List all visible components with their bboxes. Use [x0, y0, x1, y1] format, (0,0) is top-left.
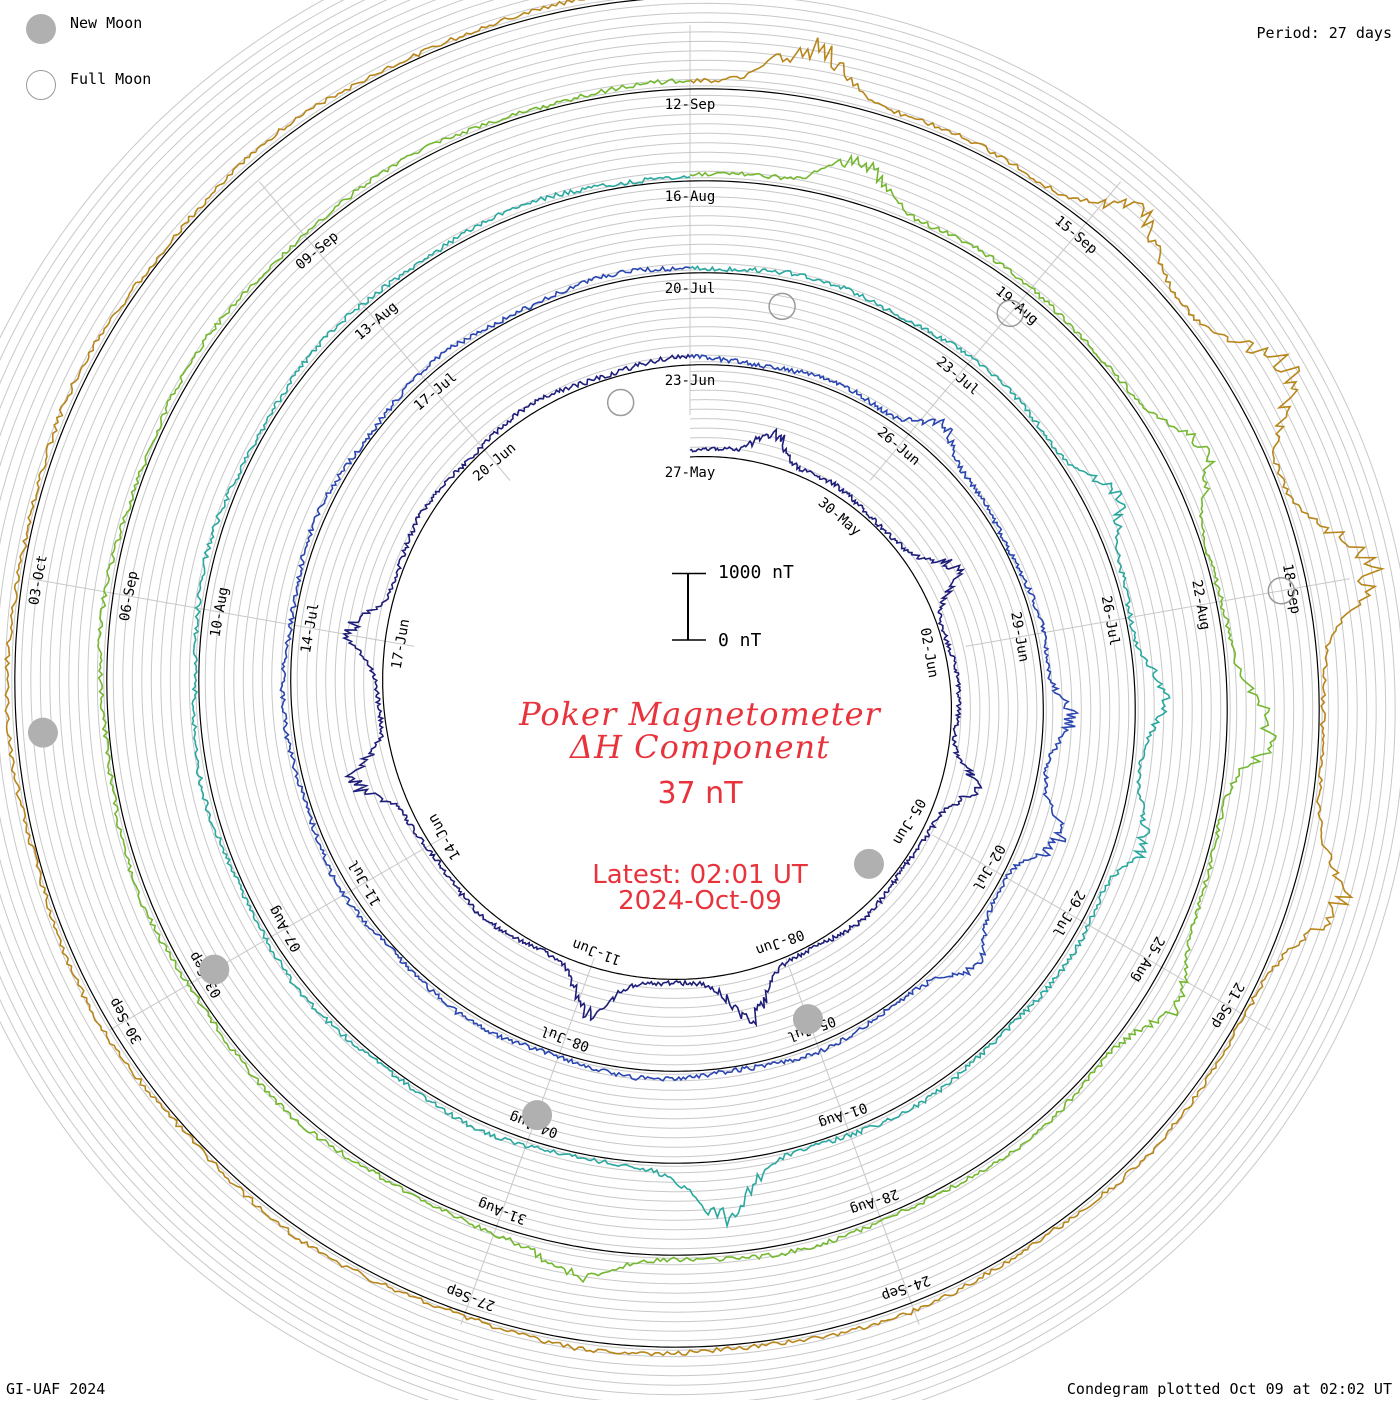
new-moon-legend-icon: [26, 14, 56, 44]
grid-ring: [0, 0, 1339, 1367]
date-label: 14-Jul: [298, 602, 323, 655]
date-label: 25-Aug: [1128, 933, 1167, 985]
latest-time: Latest: 02:01 UT: [592, 860, 808, 890]
date-label: 08-Jul: [539, 1022, 592, 1054]
grid-spoke: [869, 181, 1122, 481]
date-label: 03-Oct: [26, 554, 51, 607]
date-label: 12-Sep: [665, 97, 716, 113]
new-moon-marker: [522, 1100, 553, 1131]
latest-date: 2024-Oct-09: [618, 886, 782, 916]
date-label: 17-Jun: [389, 618, 414, 671]
date-label: 10-Aug: [207, 586, 232, 639]
grid-spoke: [965, 578, 1350, 647]
date-label: 26-Jul: [1098, 595, 1123, 648]
date-label: 29-Jun: [1007, 611, 1032, 664]
grid-ring: [0, 0, 1358, 1386]
date-label: 22-Aug: [1188, 579, 1213, 632]
plotted-label: Condegram plotted Oct 09 at 02:02 UT: [1066, 1380, 1392, 1398]
date-label: 02-Jun: [917, 627, 942, 680]
full-moon-legend-label: Full Moon: [70, 70, 152, 88]
chart-component: ΔH Component: [569, 728, 831, 766]
data-trace-rotation-5: [4, 0, 1386, 1357]
grid-spoke: [30, 578, 415, 647]
date-label: 21-Sep: [1208, 979, 1247, 1031]
scale-top-label: 1000 nT: [718, 562, 794, 583]
date-label: 23-Jul: [933, 354, 982, 399]
data-trace-rotation-2: [279, 265, 1080, 1082]
date-label: 20-Jul: [665, 281, 716, 297]
grid-spoke: [460, 957, 595, 1325]
date-label: 20-Jun: [470, 440, 519, 485]
date-label: 27-Sep: [444, 1281, 497, 1313]
current-value: 37 nT: [657, 776, 743, 811]
date-label: 31-Aug: [476, 1195, 529, 1227]
date-label: 27-May: [665, 465, 716, 481]
grid-ring: [0, 0, 1349, 1377]
grid-spoke: [258, 181, 511, 481]
full-moon-marker: [768, 292, 796, 321]
date-label: 23-Jun: [665, 373, 716, 389]
full-moon-marker: [606, 388, 635, 417]
date-label: 26-Jun: [874, 424, 923, 469]
data-trace-rotation-3: [191, 175, 1171, 1230]
date-label: 18-Sep: [1279, 563, 1304, 616]
scale-bottom-label: 0 nT: [718, 630, 762, 651]
grid-spoke: [932, 834, 1271, 1031]
new-moon-marker: [853, 848, 884, 879]
date-label: 06-Sep: [117, 570, 142, 623]
new-moon-marker: [199, 954, 230, 985]
date-label: 16-Aug: [665, 189, 716, 205]
full-moon-marker: [1267, 576, 1296, 605]
date-label: 30-May: [815, 495, 864, 540]
new-moon-marker: [27, 717, 58, 748]
full-moon-legend-icon: [26, 70, 56, 100]
data-trace-rotation-1: [341, 353, 983, 1028]
date-label: 28-Aug: [848, 1185, 901, 1217]
date-label: 24-Sep: [879, 1272, 932, 1304]
period-label: Period: 27 days: [1256, 24, 1392, 42]
chart-title: Poker Magnetometer: [519, 695, 881, 733]
grid-spoke: [109, 834, 448, 1031]
grid-ring: [0, 0, 1368, 1396]
date-label: 17-Jul: [411, 369, 460, 414]
credit-label: GI-UAF 2024: [6, 1380, 106, 1398]
date-label: 01-Aug: [816, 1099, 869, 1131]
data-trace-rotation-4: [97, 78, 1277, 1284]
baseline-spiral: [14, 0, 1320, 1348]
date-label: 15-Sep: [1051, 213, 1100, 258]
new-moon-legend-label: New Moon: [70, 14, 143, 32]
date-label: 09-Sep: [293, 229, 342, 274]
full-moon-marker: [996, 299, 1025, 328]
new-moon-marker: [792, 1004, 823, 1035]
grid-ring: [4, 0, 1330, 1358]
